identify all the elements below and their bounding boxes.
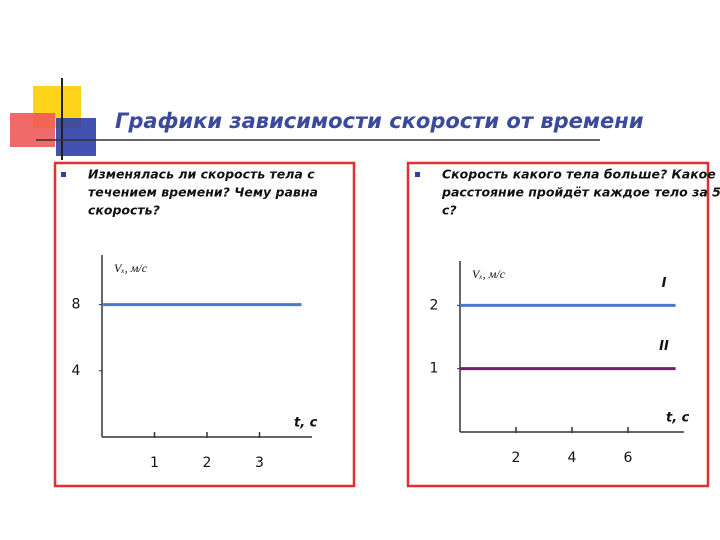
x-tick-label: 1 [150,455,159,471]
y-tick-label: 4 [72,363,81,379]
slide-title: Графики зависимости скорости от времени [115,109,644,133]
x-tick-label: 4 [568,450,577,466]
question: Изменялась ли скорость тела с [88,167,315,182]
y-tick-label: 8 [72,297,81,313]
y-tick-label: 1 [430,361,439,377]
question: скорость? [88,203,160,218]
x-tick-label: 2 [203,455,212,471]
series-label: II [659,339,669,354]
x-axis-label: t, c [294,416,318,431]
y-axis-label: Vₓ, м/с [114,261,148,275]
decoration [10,78,710,488]
x-tick-label: 2 [512,450,521,466]
x-axis-label: t, c [666,411,690,426]
question: расстояние пройдёт каждое тело за 5 [441,185,720,200]
x-tick-label: 3 [255,455,264,471]
series-label: I [662,276,667,291]
question: течением времени? Чему равна [88,185,318,200]
y-axis-label: Vₓ, м/с [472,267,506,281]
question: с? [442,203,457,218]
question: Скорость какого тела больше? Какое [442,167,716,182]
y-tick-label: 2 [430,297,439,313]
x-tick-label: 6 [624,450,633,466]
